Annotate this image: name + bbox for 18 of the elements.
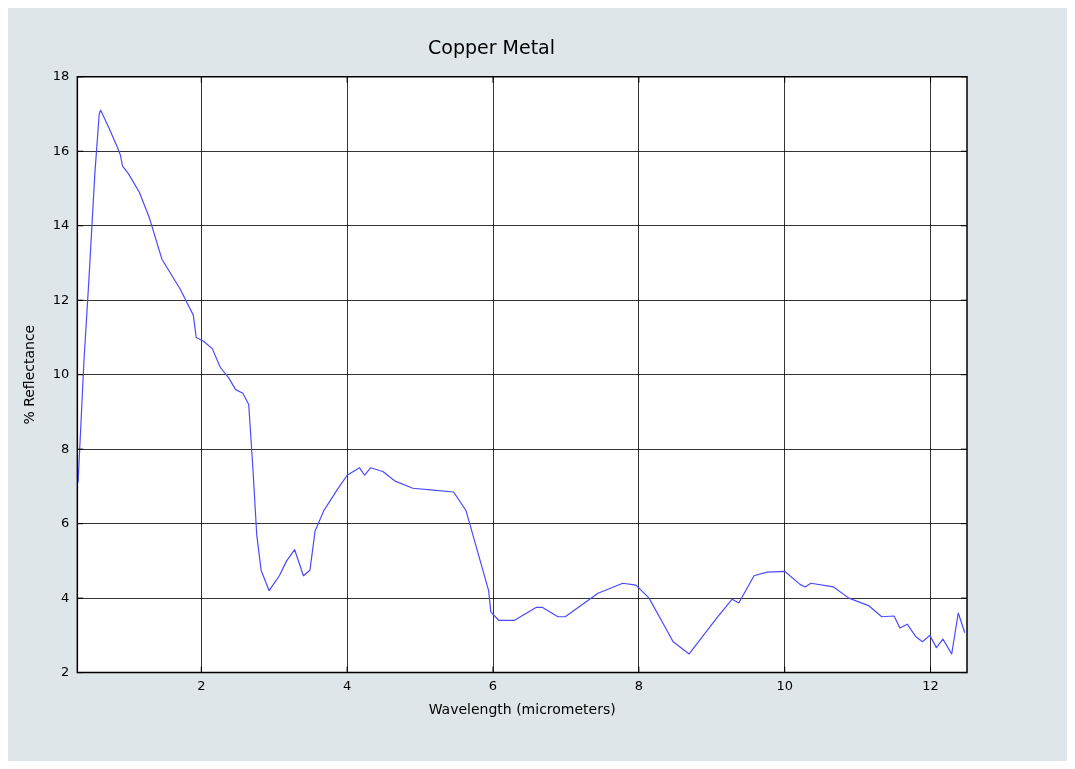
x-tick-label: 6	[488, 677, 498, 693]
y-tick-label: 12	[52, 291, 70, 307]
y-tick-label: 2	[61, 663, 70, 679]
y-axis-title: % Reflectance	[21, 324, 38, 425]
x-tick-label: 4	[343, 677, 352, 693]
x-tick-label: 12	[922, 677, 939, 693]
y-tick-label: 8	[61, 440, 70, 456]
y-tick-label: 16	[52, 142, 70, 158]
x-tick-label: 2	[197, 677, 206, 693]
y-tick-label: 18	[52, 68, 70, 84]
y-tick-label: 10	[52, 366, 70, 382]
x-tick-label: 10	[776, 677, 793, 693]
x-tick-label: 8	[634, 677, 643, 693]
x-axis-title: Wavelength (micrometers)	[428, 701, 616, 718]
y-tick-label: 14	[52, 217, 70, 233]
y-tick-label: 6	[61, 515, 70, 531]
chart-title: Copper Metal	[427, 36, 556, 59]
y-tick-label: 4	[61, 589, 70, 605]
